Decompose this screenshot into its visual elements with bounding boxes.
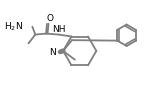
Text: N: N bbox=[50, 48, 56, 57]
Text: NH: NH bbox=[52, 25, 66, 34]
Text: H$_2$N: H$_2$N bbox=[4, 21, 23, 33]
Text: O: O bbox=[47, 14, 53, 23]
